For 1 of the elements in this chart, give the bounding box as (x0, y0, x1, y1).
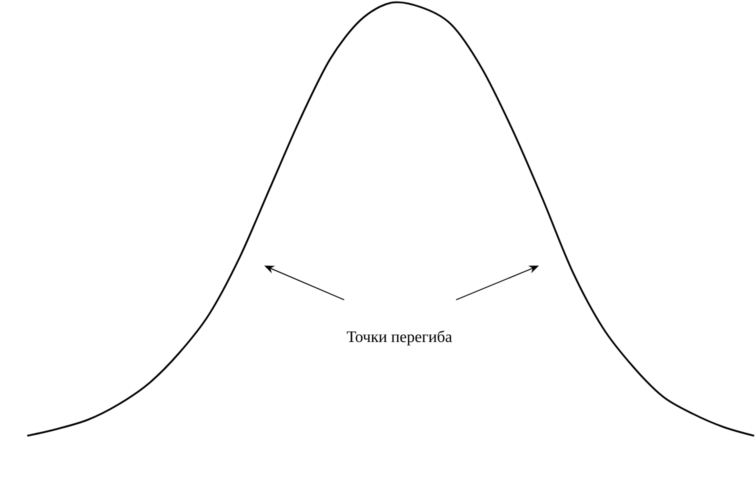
annotation: Точки перегиба (346, 330, 452, 346)
